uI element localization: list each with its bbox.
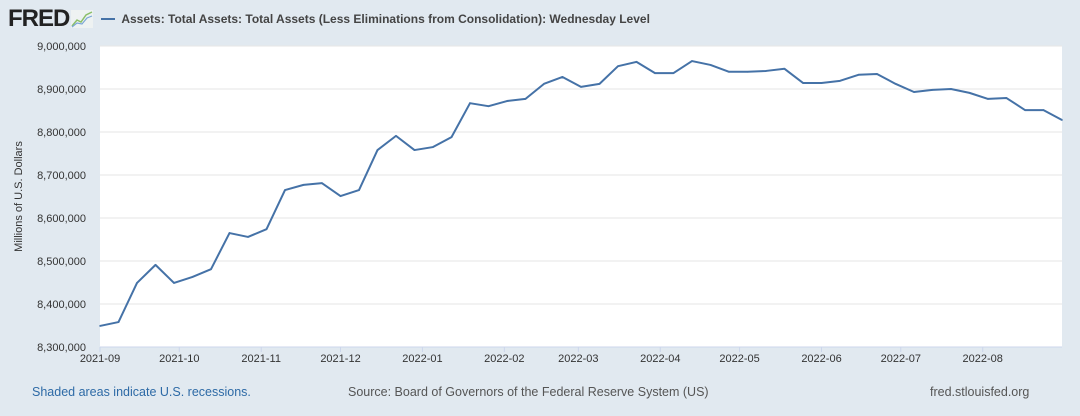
- data-point: [894, 83, 897, 85]
- data-point: [765, 70, 767, 72]
- data-point: [746, 71, 749, 73]
- data-point: [376, 149, 379, 151]
- data-point: [654, 72, 656, 74]
- data-point: [432, 146, 434, 148]
- x-tick-label: 2021-10: [159, 353, 199, 365]
- data-point: [173, 282, 175, 284]
- data-point: [413, 149, 416, 151]
- x-tick-label: 2021-09: [80, 353, 120, 365]
- data-point: [210, 268, 212, 270]
- data-point: [395, 135, 397, 137]
- x-tick-label: 2022-03: [558, 353, 598, 365]
- data-point: [987, 98, 989, 100]
- data-point: [247, 236, 249, 238]
- data-point: [487, 105, 490, 107]
- data-point: [450, 136, 453, 138]
- data-point: [580, 86, 582, 88]
- data-point: [506, 100, 508, 102]
- data-point: [950, 88, 952, 90]
- data-point: [913, 91, 915, 93]
- x-tick-label: 2021-12: [320, 353, 360, 365]
- data-point: [321, 182, 323, 184]
- data-point: [857, 74, 860, 76]
- y-tick-label: 8,400,000: [37, 299, 86, 311]
- plot-area: [100, 46, 1062, 347]
- x-tick-label: 2022-01: [402, 353, 442, 365]
- data-point: [1061, 119, 1063, 121]
- y-tick-label: 8,300,000: [37, 342, 86, 354]
- recession-note[interactable]: Shaded areas indicate U.S. recessions.: [32, 385, 251, 399]
- data-point: [635, 61, 638, 63]
- data-point: [543, 83, 545, 85]
- data-point: [154, 264, 157, 266]
- data-point: [1024, 109, 1026, 111]
- data-point: [524, 98, 527, 100]
- data-point: [1005, 97, 1008, 99]
- data-point: [802, 82, 804, 84]
- x-tick-label: 2022-07: [881, 353, 921, 365]
- data-point: [191, 276, 194, 278]
- data-point: [709, 64, 712, 66]
- data-point: [561, 76, 564, 78]
- y-tick-label: 8,900,000: [37, 84, 86, 96]
- y-axis-label: Millions of U.S. Dollars: [13, 141, 25, 252]
- data-point: [691, 60, 693, 62]
- data-point: [358, 189, 360, 191]
- data-point: [136, 282, 138, 284]
- data-point: [99, 325, 101, 327]
- legend-label: Assets: Total Assets: Total Assets (Less…: [121, 12, 650, 26]
- source-note: Source: Board of Governors of the Federa…: [348, 385, 709, 399]
- data-point: [117, 321, 120, 323]
- legend: Assets: Total Assets: Total Assets (Less…: [101, 12, 650, 26]
- data-point: [302, 184, 305, 186]
- data-point: [339, 195, 342, 197]
- x-tick-label: 2022-05: [719, 353, 759, 365]
- x-tick-label: 2022-06: [801, 353, 841, 365]
- y-tick-label: 8,700,000: [37, 170, 86, 182]
- data-point: [617, 65, 619, 68]
- data-point: [672, 72, 675, 74]
- x-tick-label: 2022-04: [640, 353, 680, 365]
- x-tick-label: 2022-02: [484, 353, 524, 365]
- chart-header: FRED Assets: Total Assets: Total Assets …: [8, 5, 650, 32]
- y-tick-label: 8,500,000: [37, 256, 86, 268]
- data-point: [783, 67, 786, 70]
- y-tick-label: 8,600,000: [37, 213, 86, 225]
- data-point: [876, 73, 878, 75]
- y-tick-label: 9,000,000: [37, 41, 86, 53]
- fred-logo[interactable]: FRED: [8, 5, 70, 32]
- data-point: [1042, 109, 1045, 111]
- site-link[interactable]: fred.stlouisfed.org: [930, 385, 1030, 399]
- y-tick-label: 8,800,000: [37, 127, 86, 139]
- data-point: [598, 83, 601, 85]
- line-chart-icon: [71, 10, 94, 28]
- x-tick-label: 2021-11: [241, 353, 281, 365]
- data-point: [265, 228, 268, 230]
- data-point: [469, 102, 471, 104]
- data-point: [839, 80, 841, 82]
- data-point: [968, 92, 971, 94]
- data-point: [820, 82, 823, 84]
- data-point: [284, 189, 286, 191]
- data-point: [931, 89, 934, 91]
- legend-swatch: [101, 18, 116, 20]
- x-tick-label: 2022-08: [963, 353, 1003, 365]
- line-chart: 8,300,000 8,400,000 8,500,000 8,600,000 8,70…: [13, 41, 1063, 365]
- data-point: [228, 232, 231, 234]
- data-point: [728, 71, 730, 73]
